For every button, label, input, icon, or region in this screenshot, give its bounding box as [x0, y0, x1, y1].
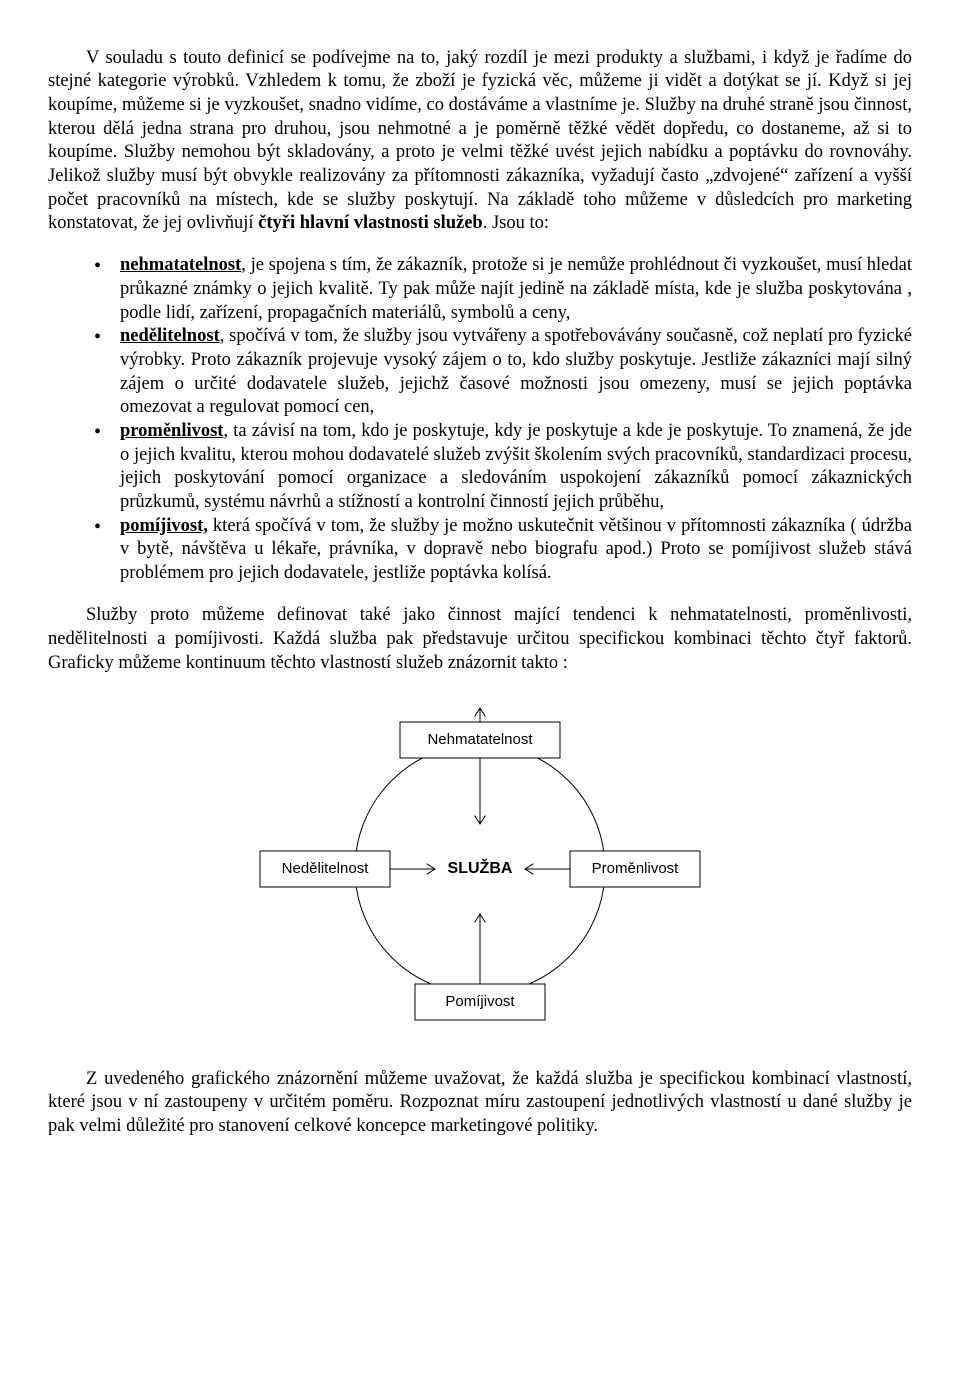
paragraph-conclusion: Z uvedeného grafického znázornění můžeme…	[48, 1068, 912, 1139]
paragraph-intro: V souladu s touto definicí se podívejme …	[48, 47, 912, 236]
term: nehmatatelnost	[120, 255, 241, 275]
svg-text:Nedělitelnost: Nedělitelnost	[282, 860, 370, 877]
svg-text:Nehmatatelnost: Nehmatatelnost	[427, 731, 533, 748]
text: která spočívá v tom, že služby je možno …	[120, 516, 912, 583]
diagram-svg: Nehmatatelnost Nedělitelnost Proměnlivost P…	[220, 694, 740, 1044]
list-item: proměnlivost, ta závisí na tom, kdo je p…	[94, 420, 912, 515]
term: proměnlivost	[120, 421, 223, 441]
svg-text:Proměnlivost: Proměnlivost	[592, 860, 680, 877]
bold-phrase: čtyři hlavní vlastnosti služeb	[258, 213, 483, 233]
term: nedělitelnost	[120, 326, 220, 346]
text: , spočívá v tom, že služby jsou vytvářen…	[120, 326, 912, 417]
text: V souladu s touto definicí se podívejme …	[48, 48, 912, 234]
svg-text:Pomíjivost: Pomíjivost	[445, 993, 515, 1010]
term: pomíjivost,	[120, 516, 208, 536]
list-item: pomíjivost, která spočívá v tom, že služ…	[94, 515, 912, 586]
list-item: nedělitelnost, spočívá v tom, že služby …	[94, 325, 912, 420]
service-properties-diagram: Nehmatatelnost Nedělitelnost Proměnlivost P…	[48, 694, 912, 1044]
list-item: nehmatatelnost, je spojena s tím, že zák…	[94, 254, 912, 325]
svg-text:SLUŽBA: SLUŽBA	[448, 858, 513, 877]
properties-list: nehmatatelnost, je spojena s tím, že zák…	[48, 254, 912, 585]
document-page: V souladu s touto definicí se podívejme …	[0, 0, 960, 1197]
text: . Jsou to:	[483, 213, 549, 233]
text: , ta závisí na tom, kdo je poskytuje, kd…	[120, 421, 912, 512]
paragraph-definition: Služby proto můžeme definovat také jako …	[48, 604, 912, 675]
